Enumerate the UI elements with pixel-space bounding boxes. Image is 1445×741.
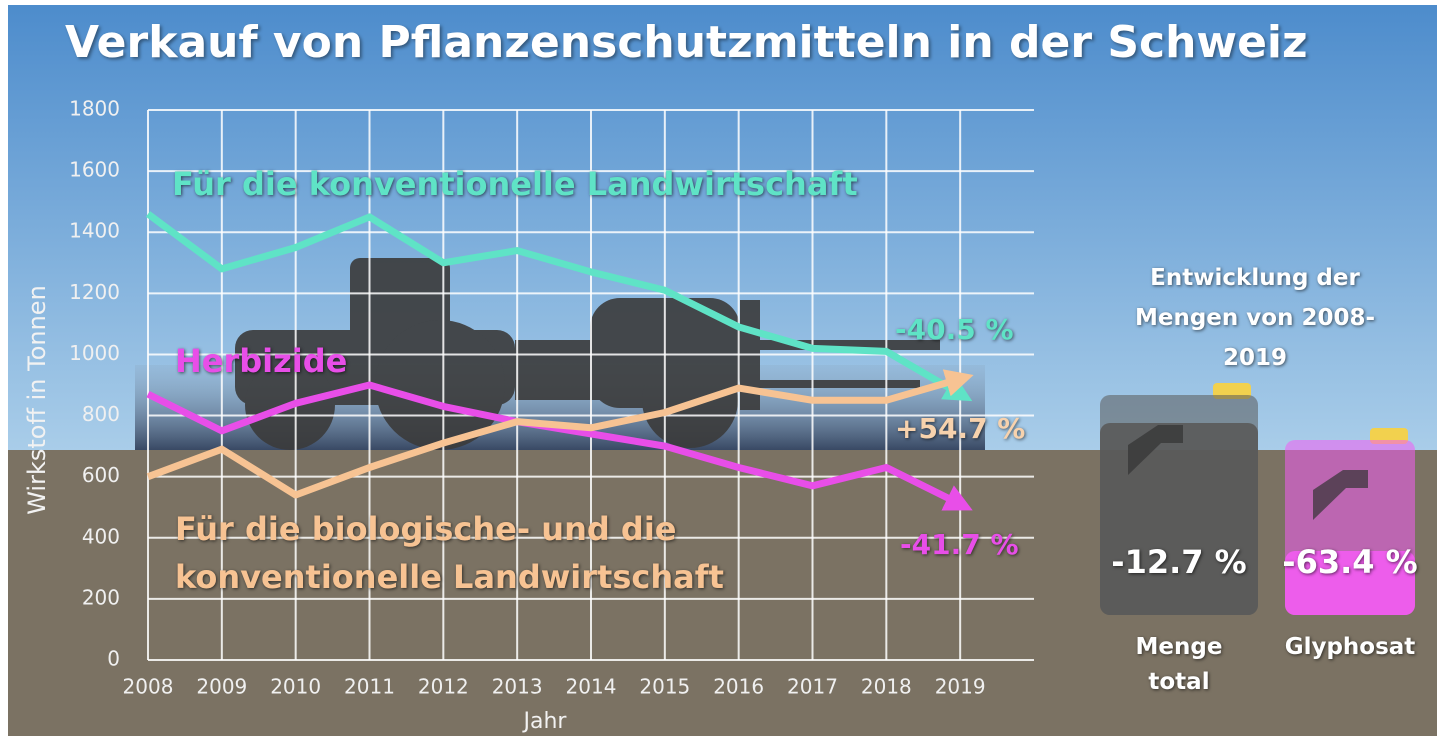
- x-tick-label: 2009: [196, 675, 247, 699]
- y-tick-label: 400: [82, 524, 120, 548]
- x-tick-label: 2017: [787, 675, 838, 699]
- canister-value: -12.7 %: [1111, 543, 1247, 581]
- y-tick-label: 200: [82, 585, 120, 609]
- panel-title: Entwicklung der Mengen von 2008-2019: [1134, 265, 1376, 371]
- x-axis-label: Jahr: [522, 709, 568, 734]
- series-line: [145, 211, 973, 402]
- y-axis-label: Wirkstoff in Tonnen: [23, 285, 51, 515]
- series-label: Für die biologische- und die konventione…: [175, 510, 724, 596]
- y-tick-label: 1600: [69, 158, 120, 182]
- y-tick-label: 0: [107, 647, 120, 671]
- y-tick-label: 1800: [69, 97, 120, 121]
- y-tick-label: 1400: [69, 219, 120, 243]
- canister-fill: [1285, 550, 1415, 615]
- x-tick-label: 2008: [123, 675, 174, 699]
- x-tick-label: 2019: [935, 675, 986, 699]
- canister-fill: [1100, 422, 1258, 615]
- y-tick-label: 1200: [69, 280, 120, 304]
- x-tick-label: 2013: [492, 675, 543, 699]
- canister-label: Glyphosat: [1284, 634, 1416, 660]
- y-tick-label: 600: [82, 463, 120, 487]
- canister-label: Menge total: [1135, 634, 1223, 695]
- change-label: -40.5 %: [895, 313, 1014, 346]
- x-tick-label: 2018: [861, 675, 912, 699]
- x-tick-label: 2012: [418, 675, 469, 699]
- series-label: Für die konventionelle Landwirtschaft: [172, 165, 858, 203]
- x-tick-label: 2011: [344, 675, 395, 699]
- canister-value: -63.4 %: [1282, 543, 1418, 581]
- x-tick-label: 2010: [270, 675, 321, 699]
- canister-handle: [1128, 425, 1183, 475]
- x-tick-label: 2014: [566, 675, 617, 699]
- canister-handle: [1313, 470, 1368, 520]
- change-label: +54.7 %: [895, 412, 1026, 445]
- y-tick-label: 1000: [69, 341, 120, 365]
- x-tick-label: 2016: [713, 675, 764, 699]
- series-line: [146, 369, 974, 499]
- change-label: -41.7 %: [900, 528, 1019, 561]
- y-tick-label: 800: [82, 402, 120, 426]
- series-label: Herbizide: [175, 342, 348, 380]
- chart-title: Verkauf von Pflanzenschutzmitteln in der…: [65, 17, 1308, 68]
- x-tick-label: 2015: [639, 675, 690, 699]
